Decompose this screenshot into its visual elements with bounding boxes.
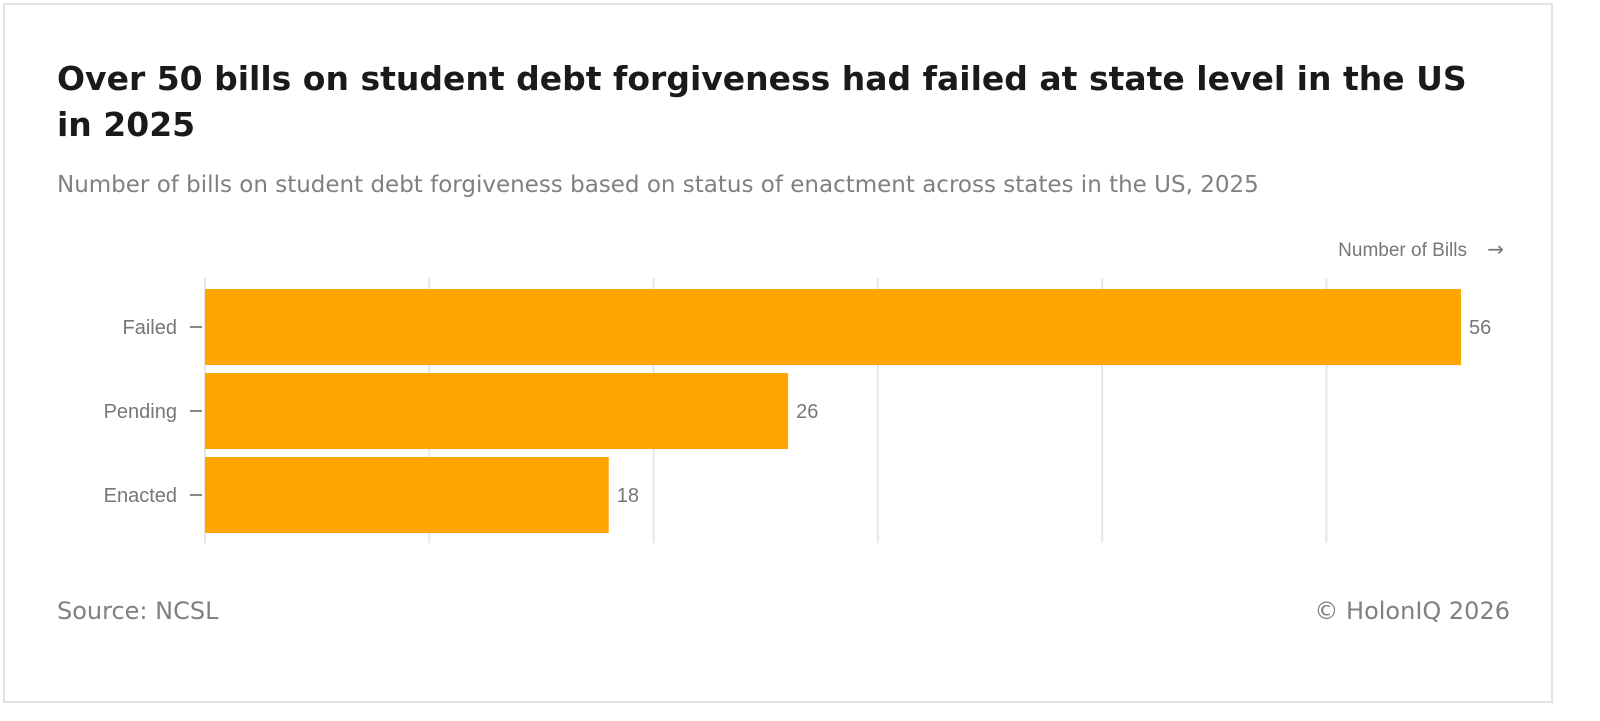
bar-pending [205,373,789,449]
arrow-right-icon: → [1487,237,1504,261]
y-tick-label: Failed [123,317,177,339]
x-axis-label: Number of Bills [1338,240,1467,261]
source-note: Source: NCSL [57,597,219,625]
chart-title: Over 50 bills on student debt forgivenes… [57,59,1467,144]
data-label: 56 [1469,317,1491,339]
data-label: 18 [617,485,639,507]
bar-failed [205,289,1461,365]
chart-subtitle: Number of bills on student debt forgiven… [57,172,1259,198]
data-label: 26 [796,401,818,423]
y-tick-label: Pending [104,401,177,423]
copyright-note: © HolonIQ 2026 [1314,597,1510,625]
chart-card [3,3,1553,703]
y-tick-label: Enacted [104,485,177,507]
bar-enacted [205,457,609,533]
